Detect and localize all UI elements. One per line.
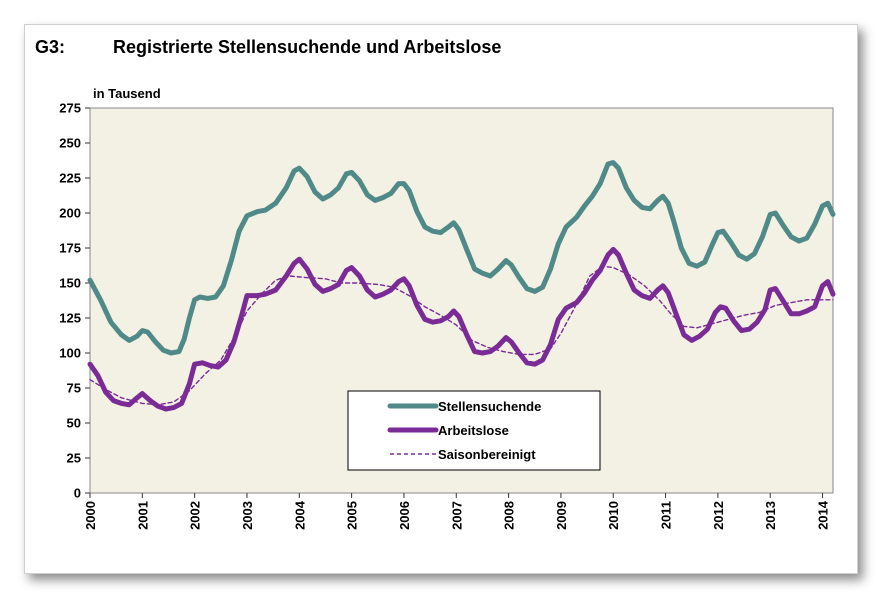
x-tick-label: 2009 — [554, 501, 569, 530]
figure-number: G3: — [35, 37, 66, 57]
legend-label: Saisonbereinigt — [438, 447, 536, 462]
y-tick-label: 250 — [59, 136, 81, 151]
x-tick-label: 2006 — [397, 501, 412, 530]
x-tick-label: 2007 — [449, 501, 464, 530]
x-tick-label: 2001 — [135, 501, 150, 530]
series-line-arbeitslose — [87, 246, 836, 412]
y-tick-label: 100 — [59, 346, 81, 361]
y-unit-label: in Tausend — [93, 86, 161, 101]
legend-label: Arbeitslose — [438, 423, 509, 438]
x-tick-label: 2008 — [502, 501, 517, 530]
y-tick-label: 25 — [67, 451, 81, 466]
x-tick-label: 2014 — [816, 500, 831, 530]
x-tick-label: 2011 — [659, 501, 674, 529]
x-tick-label: 2005 — [345, 501, 360, 530]
y-tick-label: 225 — [59, 171, 81, 186]
x-tick-label: 2010 — [606, 501, 621, 530]
x-tick-label: 2013 — [763, 501, 778, 530]
chart-card: G3: Registrierte Stellensuchende und Arb… — [24, 24, 858, 574]
x-tick-label: 2002 — [188, 501, 203, 530]
series-line-stellensuchende — [87, 160, 836, 356]
y-tick-label: 275 — [59, 101, 81, 116]
y-tick-label: 75 — [67, 381, 81, 396]
chart-title: Registrierte Stellensuchende und Arbeits… — [113, 37, 502, 57]
x-tick-label: 2003 — [240, 501, 255, 530]
x-tick-label: 2000 — [83, 501, 98, 530]
y-tick-label: 150 — [59, 276, 81, 291]
x-tick-label: 2004 — [292, 500, 307, 530]
legend-label: Stellensuchende — [438, 399, 541, 414]
y-tick-label: 125 — [59, 311, 81, 326]
y-tick-label: 175 — [59, 241, 81, 256]
x-tick-label: 2012 — [711, 501, 726, 530]
y-tick-label: 0 — [74, 486, 81, 501]
y-tick-label: 200 — [59, 206, 81, 221]
y-tick-label: 50 — [67, 416, 81, 431]
line-chart: 0 25 50 75 100 125 150 175 200 225 250 275 2000 2001 2… — [59, 101, 836, 530]
